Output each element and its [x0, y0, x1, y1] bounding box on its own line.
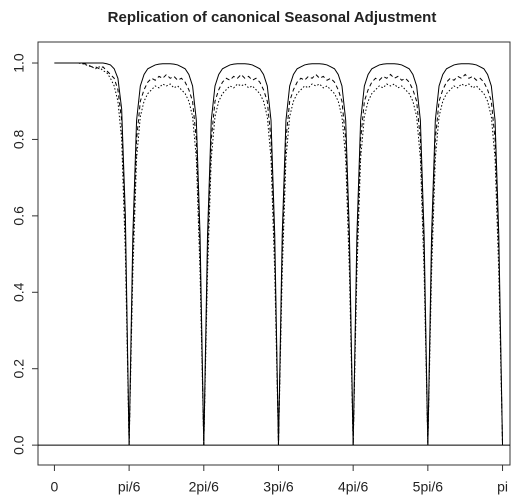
y-tick-label: 0.4	[11, 282, 27, 302]
chart-title: Replication of canonical Seasonal Adjust…	[108, 9, 437, 26]
series-line	[54, 62, 504, 446]
x-tick-label: pi	[497, 479, 508, 495]
y-tick-label: 0.0	[11, 435, 27, 455]
y-tick-label: 0.6	[11, 206, 27, 226]
plot-frame	[37, 41, 511, 466]
y-tick-label: 0.2	[11, 359, 27, 379]
series-line	[54, 62, 504, 446]
y-tick-label: 1.0	[11, 53, 27, 73]
x-tick-label: 5pi/6	[413, 479, 444, 495]
x-tick-label: 3pi/6	[263, 479, 294, 495]
x-tick-label: 0	[51, 479, 59, 495]
x-tick-label: 2pi/6	[189, 479, 220, 495]
x-tick-label: 4pi/6	[338, 479, 369, 495]
series-line	[54, 62, 504, 446]
y-tick-label: 0.8	[11, 129, 27, 149]
x-tick-label: pi/6	[118, 479, 141, 495]
